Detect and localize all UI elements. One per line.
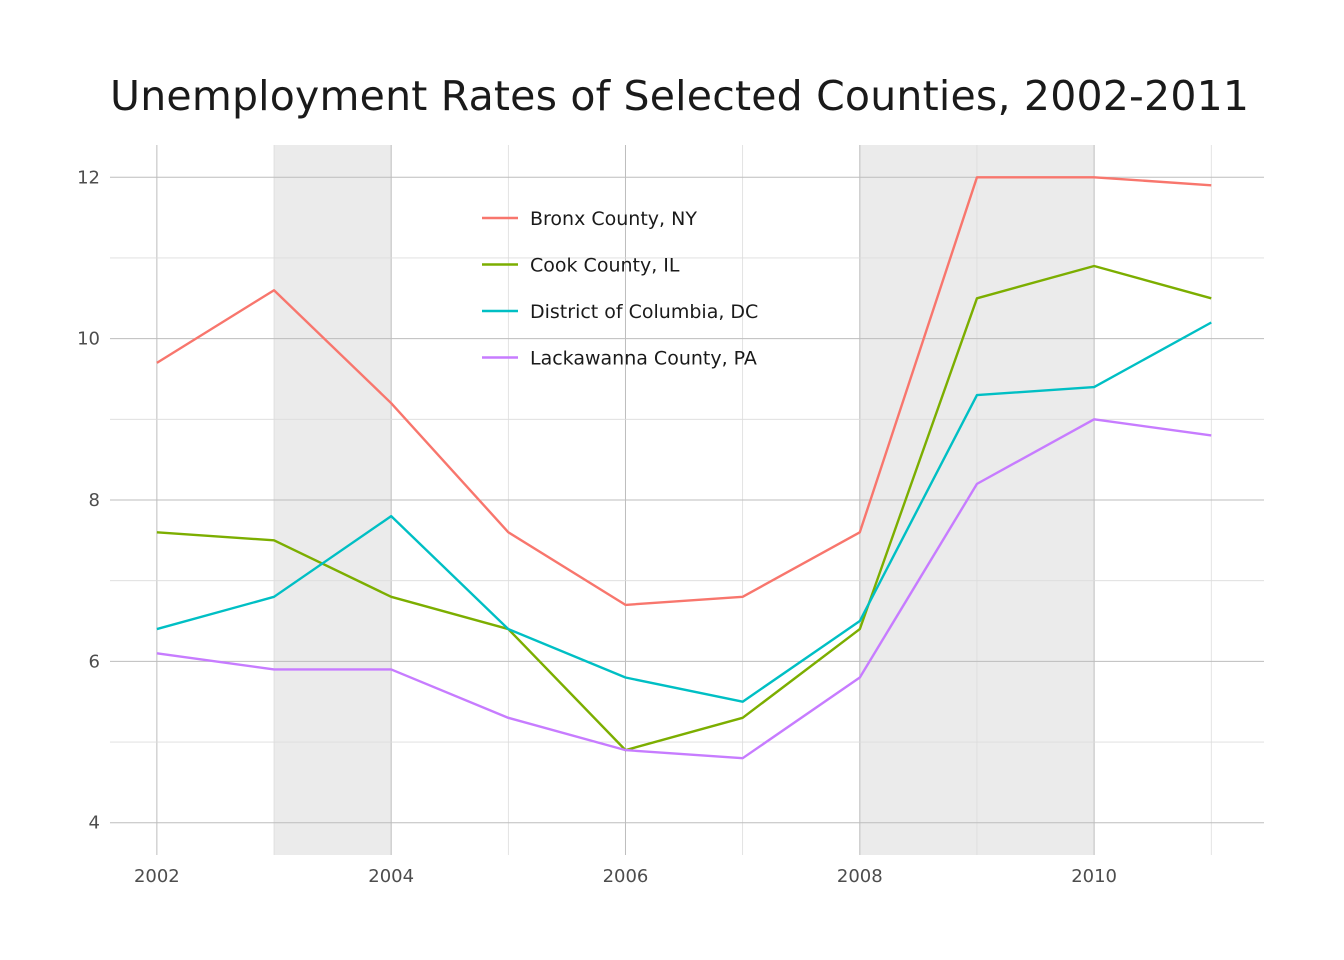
series-line-3 [156, 321, 1212, 703]
x-tick-label: 2002 [134, 866, 180, 887]
legend-label: Lackawanna County, PA [530, 348, 757, 370]
x-tick-label: 2010 [1071, 866, 1117, 887]
y-tick-label: 4 [89, 813, 100, 834]
y-tick-label: 6 [89, 651, 100, 672]
chart-title: Unemployment Rates of Selected Counties,… [110, 72, 1250, 120]
legend-label: Cook County, IL [530, 255, 680, 277]
y-tick-label: 12 [77, 167, 100, 188]
x-axis-tick-labels: 2002 2004 2006 2008 2010 [134, 866, 1117, 887]
series-line-4 [156, 418, 1212, 760]
y-tick-label: 10 [77, 329, 100, 350]
legend-item: Lackawanna County, PA [482, 348, 757, 370]
x-tick-label: 2006 [603, 866, 649, 887]
y-tick-label: 8 [89, 490, 100, 511]
legend-item: Bronx County, NY [482, 208, 697, 230]
x-tick-label: 2004 [368, 866, 414, 887]
series-line-2 [156, 264, 1212, 752]
legend-item: Cook County, IL [482, 255, 680, 277]
legend-label: District of Columbia, DC [530, 301, 758, 323]
x-tick-label: 2008 [837, 866, 883, 887]
legend-label: Bronx County, NY [530, 208, 697, 230]
grid-lines [110, 145, 1264, 855]
legend: Bronx County, NY Cook County, IL District … [482, 208, 758, 370]
series-line-1 [156, 176, 1212, 607]
legend-item: District of Columbia, DC [482, 301, 758, 323]
series-lines [156, 176, 1212, 760]
y-axis-tick-labels: 4 6 8 10 12 [77, 167, 100, 833]
